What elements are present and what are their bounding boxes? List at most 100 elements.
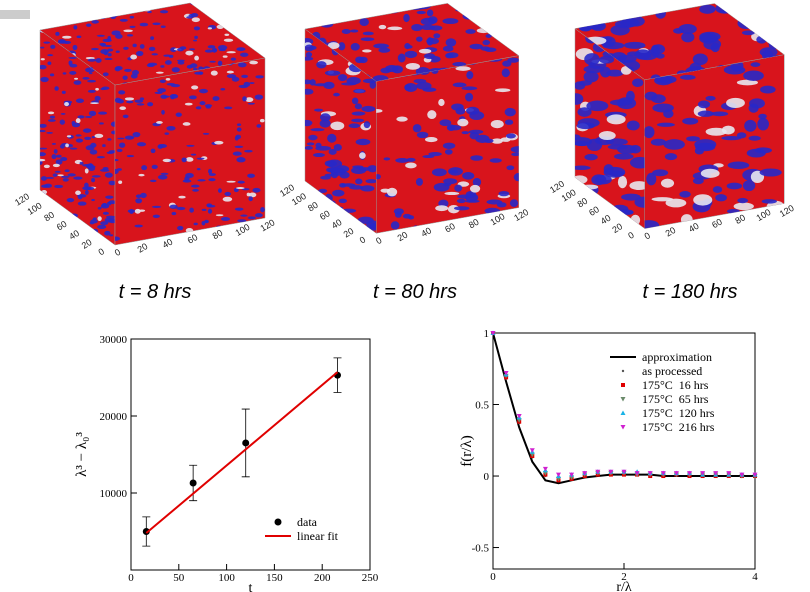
blob <box>305 56 314 61</box>
blob <box>89 149 98 155</box>
blob <box>346 220 354 226</box>
blob <box>190 153 197 156</box>
blob <box>590 3 601 9</box>
blob <box>463 4 476 8</box>
blob <box>198 71 204 75</box>
blob <box>650 138 667 146</box>
blob <box>76 35 82 39</box>
blob <box>334 165 350 173</box>
blob <box>194 35 198 39</box>
blob <box>629 181 645 191</box>
blob <box>170 47 177 53</box>
blob <box>504 119 514 125</box>
cube-tick-label: 40 <box>419 225 433 239</box>
blob <box>484 17 495 25</box>
blob <box>64 102 69 107</box>
blob <box>386 187 398 197</box>
blob <box>108 180 115 186</box>
blob <box>40 129 46 133</box>
blob <box>126 34 134 37</box>
blob <box>60 157 68 162</box>
blob <box>390 3 401 7</box>
blob <box>239 7 246 12</box>
blob <box>243 18 248 24</box>
blob <box>58 239 69 244</box>
legend-label: 175°C 65 hrs <box>642 392 709 406</box>
blob <box>237 180 245 184</box>
blob <box>105 195 114 199</box>
blob <box>486 199 503 205</box>
blob <box>405 62 421 70</box>
blob <box>768 28 785 34</box>
blob <box>74 242 79 245</box>
blob <box>395 158 410 163</box>
blob <box>75 190 81 196</box>
blob <box>60 144 65 149</box>
data-point <box>660 471 666 476</box>
blob <box>147 10 152 14</box>
blob <box>425 137 438 143</box>
blob <box>96 34 105 37</box>
blob <box>195 106 202 110</box>
blob <box>115 158 119 162</box>
blob <box>305 211 317 221</box>
series-line <box>492 332 755 485</box>
blob <box>85 67 95 73</box>
blob <box>452 61 467 67</box>
blob <box>91 19 99 24</box>
blob <box>82 128 92 133</box>
blob <box>359 152 366 159</box>
blob <box>362 49 372 53</box>
blob <box>135 198 143 204</box>
blob <box>138 173 145 177</box>
caption: t = 80 hrs <box>373 281 457 303</box>
blob <box>84 182 89 188</box>
blob <box>243 81 251 87</box>
blob <box>215 214 224 217</box>
blob <box>770 13 779 20</box>
blob <box>73 176 83 180</box>
blob <box>95 233 100 237</box>
blob <box>320 113 331 122</box>
blob <box>254 94 264 100</box>
blob <box>577 107 592 117</box>
blob <box>40 241 44 245</box>
blob <box>60 113 66 115</box>
y-tick-label: 20000 <box>100 411 128 423</box>
blob <box>468 129 484 134</box>
blob <box>591 174 607 186</box>
blob <box>346 77 361 85</box>
blob <box>67 173 76 177</box>
blob <box>88 163 93 169</box>
blob <box>54 86 59 91</box>
blob <box>204 49 214 53</box>
blob <box>191 184 200 188</box>
blob <box>232 151 242 156</box>
blob <box>741 30 755 36</box>
blob <box>135 194 142 199</box>
cube-tick-label: 0 <box>358 234 368 245</box>
blob <box>99 168 110 172</box>
data-point <box>595 469 601 475</box>
blob <box>256 8 261 13</box>
blob <box>130 54 138 60</box>
data-point <box>687 471 692 476</box>
blob <box>759 168 782 177</box>
blob <box>700 168 720 178</box>
blob <box>253 39 264 44</box>
blob <box>115 50 120 53</box>
x-tick-label: 0 <box>128 572 134 584</box>
blob <box>603 164 614 174</box>
blob <box>65 8 73 13</box>
blob <box>117 137 125 140</box>
blob <box>327 42 340 49</box>
blob <box>609 99 633 106</box>
data-point <box>556 472 561 478</box>
blob <box>710 42 720 53</box>
blob <box>126 100 134 104</box>
blob <box>367 165 377 173</box>
blob <box>189 207 194 213</box>
blob <box>134 208 141 214</box>
blob <box>52 23 58 27</box>
blob <box>220 216 231 221</box>
